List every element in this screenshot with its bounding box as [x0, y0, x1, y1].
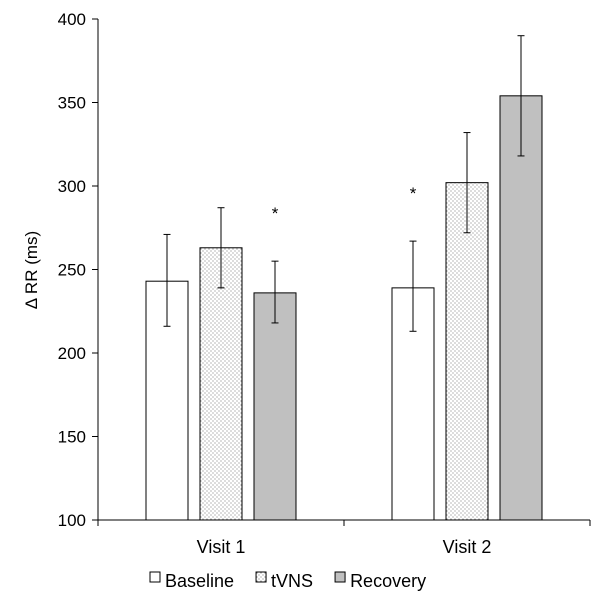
- bar: [445, 182, 489, 521]
- legend-label: Baseline: [165, 571, 234, 591]
- legend-label: tVNS: [271, 571, 313, 591]
- x-tick-label: Visit 2: [443, 537, 492, 557]
- significance-marker: *: [272, 204, 279, 223]
- y-tick-label: 100: [58, 511, 86, 530]
- y-ticks: 100 150 200 250 300 350 400: [58, 10, 98, 530]
- annotations: **: [272, 184, 417, 223]
- bar: [253, 292, 297, 521]
- y-tick-label: 150: [58, 428, 86, 447]
- y-tick-label: 200: [58, 344, 86, 363]
- x-tick-label: Visit 1: [197, 537, 246, 557]
- legend-swatch: [149, 571, 161, 583]
- y-tick-label: 400: [58, 10, 86, 29]
- y-axis-title: Δ RR (ms): [22, 231, 41, 309]
- legend-label: Recovery: [350, 571, 426, 591]
- legend-swatch: [334, 571, 346, 583]
- bars: [145, 95, 543, 521]
- x-ticks: Visit 1 Visit 2: [97, 520, 591, 557]
- error-bars: [163, 35, 525, 332]
- significance-marker: *: [410, 184, 417, 203]
- legend: Baseline tVNS Recovery: [149, 571, 426, 591]
- y-tick-label: 250: [58, 261, 86, 280]
- legend-swatch: [255, 571, 267, 583]
- bar: [199, 247, 243, 521]
- y-tick-label: 300: [58, 177, 86, 196]
- y-tick-label: 350: [58, 94, 86, 113]
- bar: [499, 95, 543, 521]
